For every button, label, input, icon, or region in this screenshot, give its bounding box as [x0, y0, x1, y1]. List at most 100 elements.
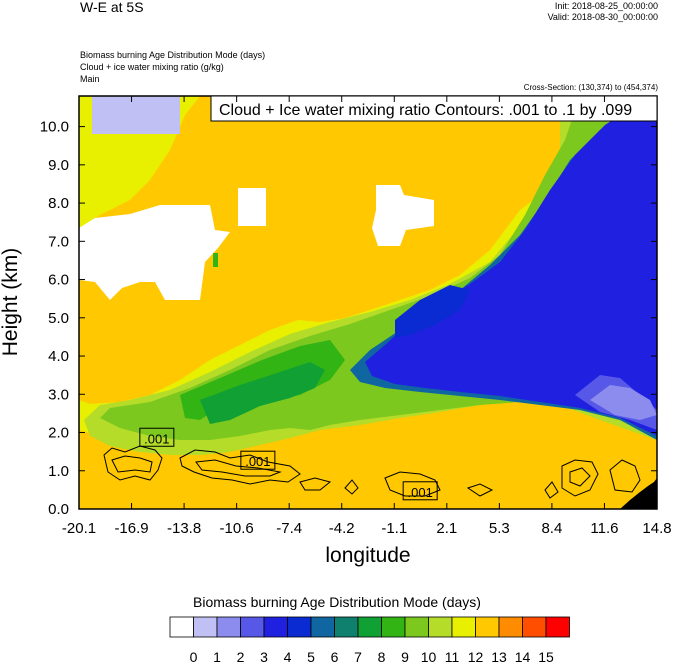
contour-label-box [402, 481, 438, 501]
colorbar-swatch [263, 616, 288, 638]
colorbar-label: 1 [213, 649, 221, 665]
field-age-0-patches [79, 185, 434, 300]
y-tick-label: 2.0 [48, 425, 69, 442]
contour-label: .001 [240, 450, 276, 470]
y-tick-label: 1.0 [48, 463, 69, 480]
x-tick-label: 11.6 [590, 520, 618, 537]
x-tick-label: 8.4 [541, 520, 562, 537]
colorbar-title: Biomass burning Age Distribution Mode (d… [193, 594, 481, 610]
x-tick-label: -20.1 [62, 520, 96, 537]
colorbar-swatch [381, 616, 406, 638]
y-tick-label: 7.0 [48, 233, 69, 250]
contour-label: .001 [139, 427, 175, 447]
colorbar: 0 1 2 3 4 5 6 7 8 9 10 11 12 13 14 15 [169, 616, 570, 665]
contour-line [569, 467, 591, 487]
variable-2-label: Cloud + ice water mixing ratio (g/kg) [80, 62, 224, 72]
contour-line [544, 481, 559, 499]
x-tick-label: 2.1 [436, 520, 457, 537]
field-age-5 [395, 285, 470, 338]
x-tick-label: -7.4 [276, 520, 302, 537]
x-tick-label: 14.8 [642, 520, 671, 537]
valid-time: Valid: 2018-08-30_00:00:00 [547, 12, 658, 22]
colorbar-label: 13 [491, 649, 507, 665]
terrain [620, 478, 657, 509]
colorbar-swatch [475, 616, 500, 638]
x-tick-label: -1.1 [381, 520, 407, 537]
colorbar-label: 3 [260, 649, 268, 665]
x-tick-label: -4.2 [329, 520, 355, 537]
contour-label-text: .001 [144, 431, 169, 446]
colorbar-label: 6 [331, 649, 339, 665]
y-tick-label: 8.0 [48, 195, 69, 212]
y-tick-label: 10.0 [40, 119, 69, 136]
contour-line [111, 455, 153, 473]
colorbar-swatch [522, 616, 547, 638]
field-age-8 [200, 362, 325, 424]
cloud-contours [103, 445, 641, 499]
colorbar-swatch [193, 616, 218, 638]
y-tick-label: 5.0 [48, 310, 69, 327]
contour-label-text: .001 [245, 454, 270, 469]
colorbar-swatch [310, 616, 335, 638]
field-speck [213, 253, 218, 267]
colorbar-label: 14 [515, 649, 531, 665]
y-tick-label: 9.0 [48, 157, 69, 174]
variable-1-label: Biomass burning Age Distribution Mode (d… [80, 50, 266, 60]
colorbar-swatch [169, 616, 194, 638]
contour-line [561, 459, 599, 497]
colorbar-label: 2 [237, 649, 245, 665]
colorbar-label: 8 [378, 649, 386, 665]
field-age-4 [365, 98, 657, 436]
heatmap-field [79, 96, 657, 509]
x-axis-label: longitude [325, 544, 410, 567]
variable-3-label: Main [80, 74, 100, 84]
cross-section-label: Cross-Section: (130,374) to (454,374) [523, 83, 658, 92]
colorbar-label: 10 [421, 649, 437, 665]
colorbar-label: 7 [354, 649, 362, 665]
y-axis: 0.0 1.0 2.0 3.0 4.0 5.0 6.0 7.0 8.0 9.0 10.0 [40, 119, 657, 518]
x-tick-label: -16.9 [114, 520, 148, 537]
colorbar-label: 0 [190, 649, 198, 665]
field-age-1-topleft [92, 96, 180, 134]
field-age-2 [590, 385, 657, 420]
contour-label-box [139, 427, 175, 447]
colorbar-swatch [451, 616, 476, 638]
colorbar-label: 4 [284, 649, 292, 665]
contour-title-box [210, 95, 658, 122]
contour-label-box [240, 450, 276, 470]
colorbar-swatch [240, 616, 265, 638]
contour-line [103, 445, 163, 481]
contour-line [466, 483, 494, 497]
colorbar-swatch [334, 616, 359, 638]
y-tick-label: 4.0 [48, 348, 69, 365]
x-tick-label: -13.8 [167, 520, 201, 537]
colorbar-label: 11 [445, 649, 460, 665]
y-tick-label: 3.0 [48, 386, 69, 403]
contour-label-text: .001 [408, 485, 433, 500]
colorbar-swatch [216, 616, 241, 638]
plot-title: W-E at 5S [80, 0, 144, 15]
x-tick-label: -10.6 [220, 520, 254, 537]
contour-label: .001 [402, 481, 438, 501]
y-tick-label: 6.0 [48, 272, 69, 289]
contour-line [195, 459, 282, 477]
contour-line [344, 479, 359, 495]
contour-line [384, 471, 441, 497]
colorbar-label: 5 [307, 649, 315, 665]
contour-title: Cloud + Ice water mixing ratio Contours:… [219, 102, 632, 119]
contour-line [179, 449, 301, 485]
x-axis: -20.1 -16.9 -13.8 -10.6 -7.4 -4.2 -1.1 2.1 5.3 8.… [62, 96, 672, 537]
colorbar-label: 12 [468, 649, 484, 665]
contour-line [609, 459, 641, 493]
colorbar-swatch [545, 616, 570, 638]
colorbar-swatch [498, 616, 523, 638]
colorbar-swatch [428, 616, 453, 638]
colorbar-label: 9 [401, 649, 409, 665]
colorbar-swatch [287, 616, 312, 638]
y-tick-label: 0.0 [48, 501, 69, 518]
init-time: Init: 2018-08-25_00:00:00 [554, 1, 658, 11]
contour-labels: .001 .001 .001 [139, 427, 438, 501]
colorbar-swatch [404, 616, 429, 638]
y-axis-label: Height (km) [0, 248, 22, 357]
